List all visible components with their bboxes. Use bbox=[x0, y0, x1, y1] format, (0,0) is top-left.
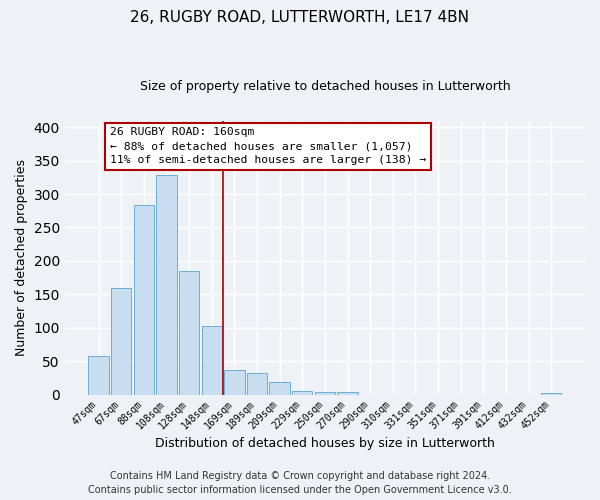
Bar bbox=[111, 288, 131, 395]
Bar bbox=[247, 373, 267, 394]
Bar bbox=[315, 392, 335, 394]
Bar bbox=[269, 382, 290, 394]
Bar bbox=[134, 205, 154, 394]
Bar bbox=[88, 356, 109, 395]
Bar bbox=[541, 392, 562, 394]
Y-axis label: Number of detached properties: Number of detached properties bbox=[15, 159, 28, 356]
X-axis label: Distribution of detached houses by size in Lutterworth: Distribution of detached houses by size … bbox=[155, 437, 495, 450]
Bar bbox=[157, 176, 176, 394]
Bar bbox=[202, 326, 222, 394]
Bar bbox=[224, 370, 245, 394]
Title: Size of property relative to detached houses in Lutterworth: Size of property relative to detached ho… bbox=[140, 80, 510, 93]
Text: 26 RUGBY ROAD: 160sqm
← 88% of detached houses are smaller (1,057)
11% of semi-d: 26 RUGBY ROAD: 160sqm ← 88% of detached … bbox=[110, 127, 426, 165]
Text: 26, RUGBY ROAD, LUTTERWORTH, LE17 4BN: 26, RUGBY ROAD, LUTTERWORTH, LE17 4BN bbox=[131, 10, 470, 25]
Bar bbox=[179, 271, 199, 394]
Bar bbox=[292, 390, 313, 394]
Text: Contains HM Land Registry data © Crown copyright and database right 2024.
Contai: Contains HM Land Registry data © Crown c… bbox=[88, 471, 512, 495]
Bar bbox=[337, 392, 358, 394]
